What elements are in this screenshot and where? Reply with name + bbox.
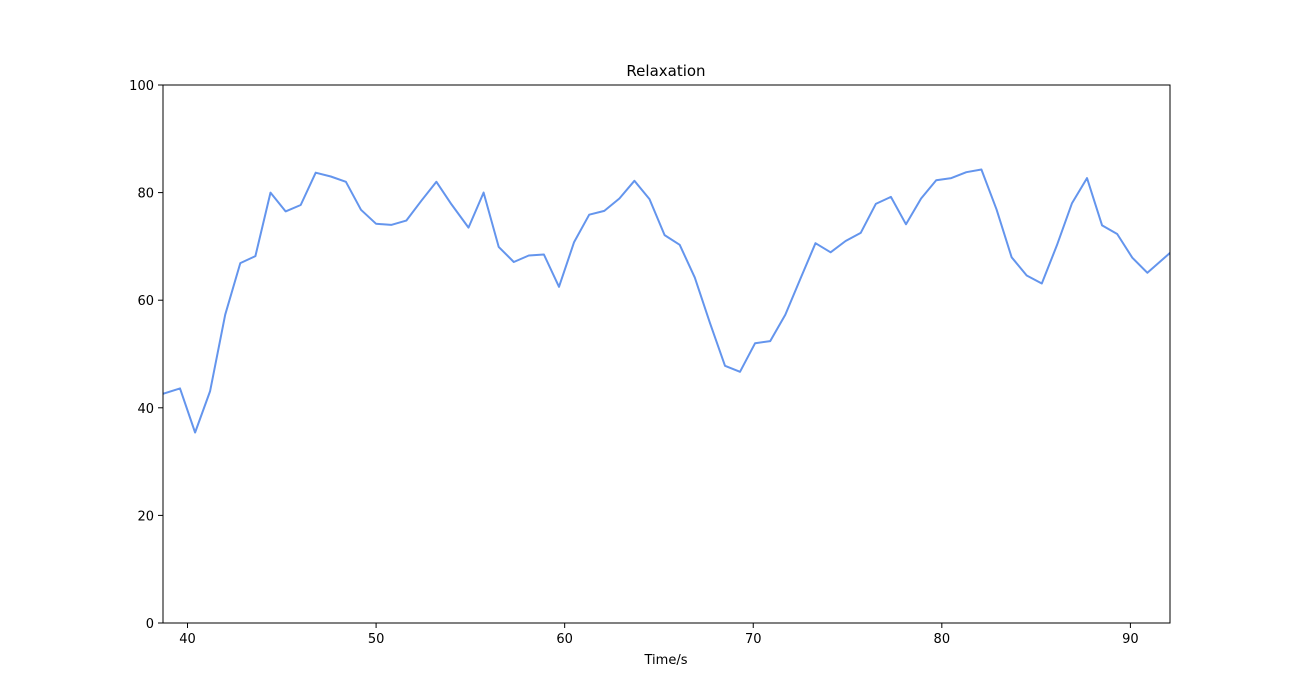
x-axis-label: Time/s bbox=[644, 653, 688, 668]
x-tick-label: 90 bbox=[1122, 632, 1139, 647]
series-line bbox=[163, 168, 1170, 434]
plot-frame bbox=[162, 84, 1171, 624]
x-axis: 40 50 60 70 80 90 bbox=[179, 623, 1139, 647]
y-tick-label: 60 bbox=[137, 294, 154, 309]
y-tick-label: 80 bbox=[137, 187, 154, 202]
y-tick-label: 20 bbox=[137, 509, 154, 524]
y-axis: 0 20 40 60 80 100 bbox=[129, 79, 163, 632]
y-tick-label: 100 bbox=[129, 79, 154, 94]
y-tick-label: 40 bbox=[137, 402, 154, 417]
x-tick-label: 50 bbox=[368, 632, 385, 647]
x-tick-label: 80 bbox=[934, 632, 951, 647]
x-tick-label: 70 bbox=[745, 632, 762, 647]
x-tick-label: 40 bbox=[179, 632, 196, 647]
y-tick-label: 0 bbox=[146, 617, 154, 632]
x-tick-label: 60 bbox=[556, 632, 573, 647]
chart-title: Relaxation bbox=[626, 62, 705, 80]
